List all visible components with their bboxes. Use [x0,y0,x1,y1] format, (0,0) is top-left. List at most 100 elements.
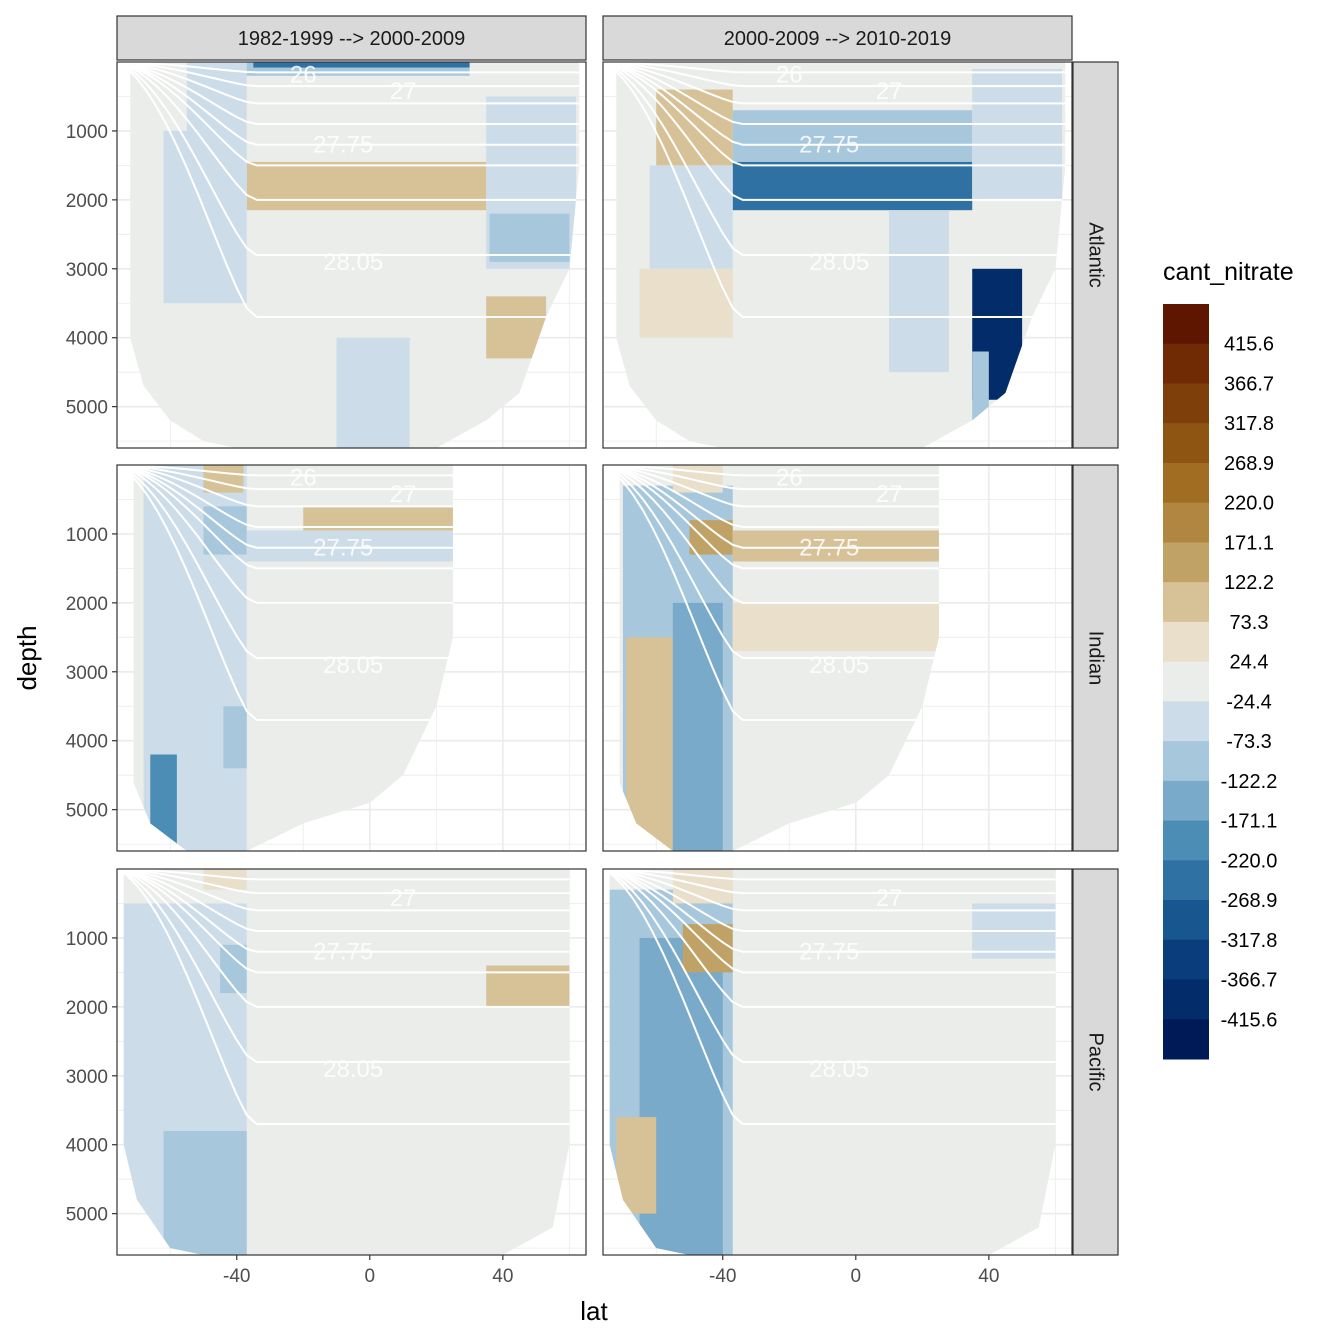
legend-break-label: 268.9 [1224,453,1274,475]
legend-swatch [1163,542,1209,583]
legend-swatch [1163,780,1209,822]
panel-border [116,868,587,1256]
field-cell [639,268,733,338]
field-cell [616,1117,657,1214]
column-strip: 1982-1999 --> 2000-2009 [116,15,587,61]
legend-swatch [1163,820,1209,861]
panel-indian-0: 26 27 27.75 28.05 [116,464,587,852]
y-tick-label: 4000 [66,732,108,753]
y-tick-label: 2000 [66,998,108,1019]
isopycnal-lines [117,465,586,722]
row-strip: Pacific [1072,868,1119,1256]
legend-break-label: 415.6 [1224,334,1274,356]
isopycnal-lines [603,869,1072,1126]
legend-swatch [1163,1019,1209,1060]
panel-border [602,868,1073,1256]
axes-layer: 1000200030004000500010002000300040005000… [66,122,1000,1287]
isoline-label: 27 [876,78,903,105]
isoline-label: 27 [390,78,417,105]
legend-labels: 415.6 366.7 317.8 268.9 220.0 171.1 122.2 73.3 2… [1221,334,1278,1032]
isoline-label: 27.75 [799,535,859,562]
isopycnal-lines [603,62,1072,319]
legend-swatch [1163,939,1209,981]
legend-swatch [1163,582,1209,623]
legend-swatch [1163,502,1209,543]
isoline-label: 28.05 [323,1056,383,1083]
panel-border [602,464,1073,852]
legend-break-label: -171.1 [1221,811,1278,833]
isopycnal-lines [117,869,586,1126]
isoline-label: 28.05 [323,249,383,276]
column-strip: 2000-2009 --> 2010-2019 [602,15,1073,61]
field-cell [489,213,570,262]
field-cell [220,944,247,994]
isoline-label: 27.75 [313,132,373,159]
x-tick-label: 40 [492,1266,513,1287]
legend-swatch [1163,661,1209,702]
column-strip-label: 2000-2009 --> 2010-2019 [724,28,951,50]
y-tick-label: 3000 [66,663,108,684]
isoline-label: 26 [776,61,803,88]
isopycnal-lines [117,62,586,319]
isoline-label: 27.75 [799,132,859,159]
legend-swatch [1163,462,1209,504]
y-tick-label: 1000 [66,525,108,546]
legend-break-label: 317.8 [1224,413,1274,435]
facet-strips: 1982-1999 --> 2000-2009 2000-2009 --> 201… [116,15,1119,1256]
panel-indian-1: 26 27 27.75 28.05 [602,464,1073,852]
field-cell [732,161,973,211]
legend-break-label: -24.4 [1226,691,1272,713]
isoline-label: 28.05 [323,652,383,679]
isoline-label: 26 [290,464,317,491]
panel-pacific-0: 27 27.75 28.05 [116,868,587,1256]
column-strip-label: 1982-1999 --> 2000-2009 [238,28,465,50]
legend-break-label: -73.3 [1226,731,1272,753]
legend-swatch [1163,304,1209,345]
y-axis-title: depth [12,625,42,690]
isoline-label: 26 [290,61,317,88]
legend-break-label: -415.6 [1221,1009,1278,1031]
legend-break-label: -122.2 [1221,771,1278,793]
panel-border [116,464,587,852]
legend: cant_nitrate 415.6 366.7 317.8 268.9 220.0 17… [1163,258,1294,1060]
y-tick-label: 4000 [66,329,108,350]
legend-break-label: 220.0 [1224,493,1274,515]
field-cell [972,351,989,442]
field-cell [150,754,177,851]
field-cell [246,161,487,211]
row-strip: Atlantic [1072,61,1119,449]
row-strip-label: Indian [1085,631,1107,686]
field-cell [689,520,733,555]
legend-break-label: 24.4 [1230,652,1269,674]
legend-swatch [1163,383,1209,424]
isoline-label: 27 [876,481,903,508]
panel-atlantic-0: 26 27 27.75 28.05 [116,61,587,449]
x-tick-label: 0 [851,1266,862,1287]
legend-break-label: -366.7 [1221,970,1278,992]
panel-border [602,61,1073,449]
legend-swatch [1163,741,1209,782]
panel-pacific-1: 27 27.75 28.05 [602,868,1073,1256]
legend-swatch [1163,701,1209,742]
row-strip-label: Pacific [1085,1033,1107,1092]
field-cell [246,530,453,562]
isopycnal-lines [603,465,1072,722]
field-cell [626,637,673,851]
field-cell [672,602,723,851]
isoline-label: 27 [390,481,417,508]
isoline-label: 28.05 [809,652,869,679]
y-tick-label: 1000 [66,929,108,950]
legend-colorbar [1163,304,1209,1060]
legend-swatch [1163,979,1209,1020]
isoline-label: 27.75 [799,939,859,966]
x-tick-label: -40 [223,1266,250,1287]
isoline-label: 27.75 [313,939,373,966]
field-cell [253,62,470,68]
legend-break-label: -220.0 [1221,850,1278,872]
y-tick-label: 1000 [66,122,108,143]
legend-break-label: 366.7 [1224,373,1274,395]
field-cell [889,210,949,373]
isoline-label: 27.75 [313,535,373,562]
x-tick-label: 0 [365,1266,376,1287]
